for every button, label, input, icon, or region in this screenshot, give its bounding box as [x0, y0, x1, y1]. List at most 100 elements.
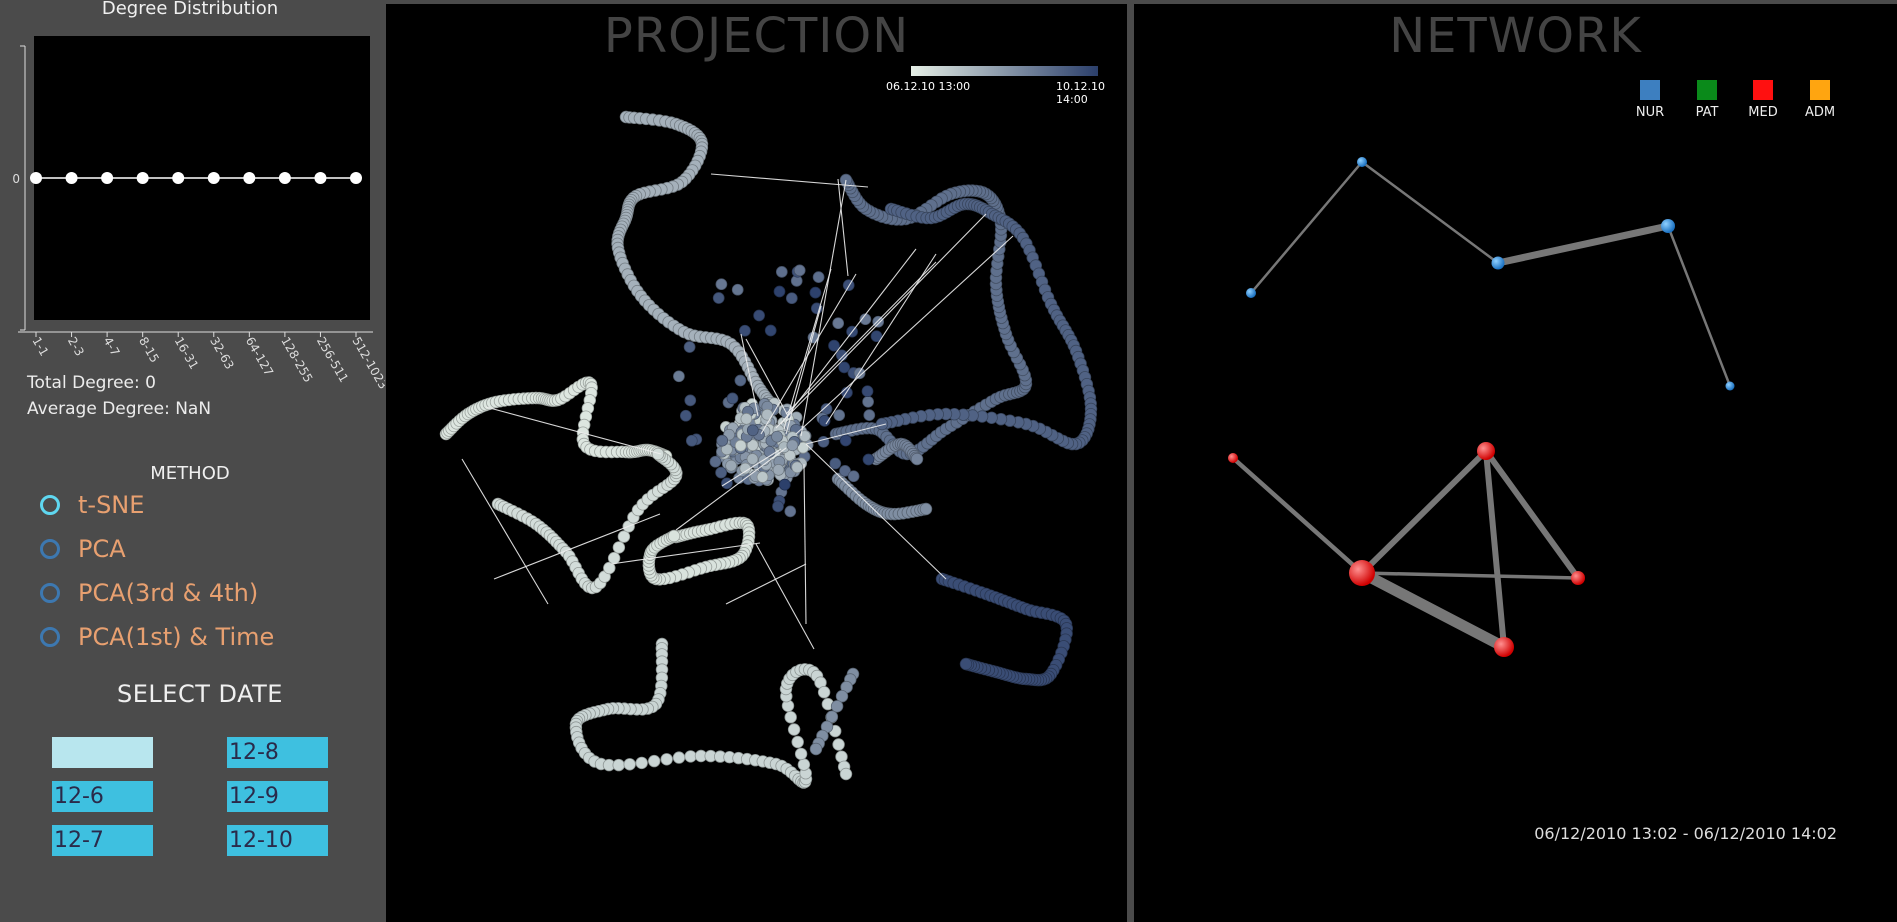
projection-point: [832, 317, 845, 330]
projection-point: [753, 309, 765, 322]
projection-link: [760, 273, 857, 435]
projection-point: [809, 286, 822, 299]
projection-point: [746, 439, 759, 452]
projection-point: [709, 455, 722, 468]
projection-point: [635, 756, 648, 770]
method-label: PCA(1st) & Time: [78, 623, 275, 651]
sidebar: Degree Distribution 0 1-1 2-3 4-7 8-15 16-31 3…: [0, 0, 385, 922]
date-button-12-8[interactable]: 12-8: [227, 737, 328, 768]
network-edge: [1483, 448, 1581, 581]
projection-point: [679, 409, 692, 422]
legend-nur: NUR: [1628, 80, 1672, 120]
method-option-pca[interactable]: PCA: [40, 534, 126, 564]
network-title: NETWORK: [1389, 8, 1642, 64]
projection-point: [832, 738, 845, 751]
degree-point: [136, 172, 149, 184]
network-edge: [1360, 160, 1500, 265]
projection-link: [721, 448, 782, 487]
projection-point: [716, 434, 729, 447]
network-edge: [1359, 448, 1489, 576]
projection-point: [775, 266, 788, 278]
degree-point: [278, 172, 291, 184]
projection-point: [829, 457, 842, 470]
projection-link: [755, 543, 815, 650]
network-edge: [1360, 571, 1580, 580]
projection-panel: PROJECTION 06.12.10 13:00 10.12.10 14:00: [386, 4, 1127, 922]
radio-icon[interactable]: [40, 583, 60, 603]
radio-icon[interactable]: [40, 627, 60, 647]
projection-point: [660, 753, 673, 766]
degree-point: [101, 172, 114, 184]
projection-scatter[interactable]: [386, 4, 1127, 922]
projection-point: [797, 758, 811, 771]
x-tick-label: 1-1: [29, 335, 51, 359]
projection-point: [764, 324, 777, 337]
date-button-12-10[interactable]: 12-10: [227, 825, 328, 856]
projection-point: [828, 339, 840, 352]
projection-point: [761, 408, 774, 421]
projection-point: [861, 385, 874, 398]
radio-icon[interactable]: [40, 539, 60, 559]
method-title: METHOD: [150, 463, 230, 484]
x-tick-label: 64-127: [243, 335, 276, 379]
projection-point: [651, 447, 665, 461]
average-degree: Average Degree: NaN: [27, 399, 212, 419]
projection-point: [847, 470, 860, 483]
x-tick-label: 4-7: [101, 335, 123, 359]
projection-point: [725, 459, 737, 472]
method-option-tsne[interactable]: t-SNE: [40, 490, 144, 520]
projection-point: [603, 561, 616, 575]
projection-point: [746, 453, 759, 465]
projection-title: PROJECTION: [603, 8, 910, 64]
projection-point: [959, 657, 973, 671]
projection-link: [745, 338, 789, 417]
projection-point: [617, 530, 631, 543]
nurse-node: [1725, 381, 1735, 391]
projection-point: [731, 283, 744, 296]
network-edge: [1494, 222, 1672, 267]
date-button-12-6[interactable]: 12-6: [52, 781, 153, 812]
medical-node: [1571, 571, 1585, 585]
nurse-node: [1661, 219, 1675, 233]
network-time-range: 06/12/2010 13:02 - 06/12/2010 14:02: [1534, 824, 1837, 843]
date-button-12-7[interactable]: 12-7: [52, 825, 153, 856]
network-edge: [1230, 455, 1365, 576]
projection-point: [672, 751, 686, 764]
nurse-node: [1246, 288, 1256, 298]
projection-point: [623, 758, 636, 771]
network-panel: NETWORK NUR PAT MED ADM 06/12/2010 13:02…: [1134, 4, 1897, 922]
x-tick-label: 128-255: [278, 335, 315, 385]
projection-point: [910, 452, 924, 466]
projection-link: [785, 305, 822, 435]
projection-point: [835, 750, 848, 763]
projection-point: [667, 529, 681, 543]
degree-point: [172, 172, 185, 184]
projection-point: [785, 292, 798, 305]
projection-point: [791, 461, 804, 474]
method-label: PCA(3rd & 4th): [78, 579, 259, 607]
projection-point: [773, 285, 786, 298]
network-graph[interactable]: [1134, 4, 1897, 922]
projection-point: [612, 758, 625, 772]
method-option-pca-3rd-4th[interactable]: PCA(3rd & 4th): [40, 578, 258, 608]
date-button-12-9[interactable]: 12-9: [227, 781, 328, 812]
projection-point: [818, 415, 831, 427]
projection-point: [778, 478, 791, 491]
medical-node: [1494, 637, 1514, 657]
radio-selected-icon[interactable]: [40, 495, 60, 515]
date-button-blank[interactable]: [52, 737, 153, 768]
projection-link: [610, 542, 761, 565]
projection-point: [809, 742, 823, 756]
nurse-node: [1357, 157, 1367, 167]
method-option-pca-1st-time[interactable]: PCA(1st) & Time: [40, 622, 274, 652]
projection-point: [772, 464, 785, 476]
projection-point: [648, 754, 661, 768]
x-tick-label: 8-15: [136, 335, 162, 366]
select-date-title: SELECT DATE: [117, 680, 283, 708]
degree-point: [30, 172, 42, 184]
projection-link: [805, 443, 947, 580]
projection-point: [739, 324, 751, 337]
projection-link: [775, 213, 987, 429]
network-edge: [1356, 567, 1510, 653]
projection-point: [784, 711, 797, 724]
